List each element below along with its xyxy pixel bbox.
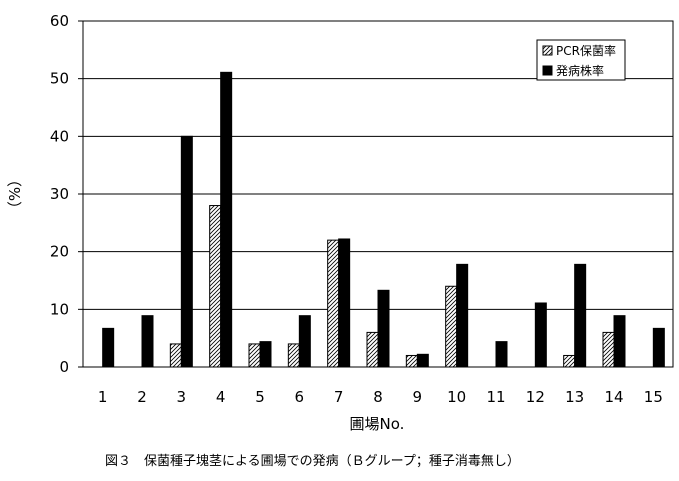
bar-pcr-13: [563, 354, 576, 368]
legend-swatch-pcr: [542, 45, 553, 56]
y-tick-label-60: 60: [50, 12, 69, 30]
x-tick-label-13: 13: [565, 388, 584, 406]
bar-pcr-5: [248, 343, 261, 368]
x-tick-label-7: 7: [334, 388, 344, 406]
bar-disease-15: [652, 327, 665, 368]
x-tick-label-6: 6: [295, 388, 305, 406]
bar-disease-7: [338, 238, 351, 368]
x-tick-labels: 1 2 3 4 5 6 7 8 9 10 11 12 13 14 15: [98, 388, 663, 406]
bars: [102, 71, 665, 368]
bar-disease-10: [456, 263, 469, 368]
bar-disease-1: [102, 327, 115, 368]
bar-disease-11: [495, 341, 508, 368]
y-tick-label-50: 50: [50, 70, 69, 88]
x-tick-label-2: 2: [137, 388, 147, 406]
bar-pcr-8: [366, 331, 379, 368]
bar-disease-9: [416, 353, 429, 368]
x-tick-label-15: 15: [644, 388, 663, 406]
bar-pcr-4: [209, 205, 222, 368]
bar-pcr-7: [327, 239, 340, 368]
legend-label-pcr: PCR保菌率: [556, 43, 616, 58]
y-tick-label-10: 10: [50, 300, 69, 318]
bar-disease-8: [377, 289, 390, 368]
x-tick-label-9: 9: [413, 388, 423, 406]
legend-swatch-disease: [542, 65, 553, 76]
bar-pcr-6: [287, 343, 300, 368]
bar-disease-14: [613, 315, 626, 368]
bar-disease-3: [180, 135, 193, 368]
x-tick-label-8: 8: [373, 388, 383, 406]
y-axis-title: （%）: [6, 172, 24, 216]
x-tick-label-11: 11: [486, 388, 505, 406]
y-tick-label-0: 0: [59, 358, 69, 376]
legend-label-disease: 発病株率: [556, 63, 604, 78]
x-tick-label-4: 4: [216, 388, 226, 406]
y-tick-label-30: 30: [50, 185, 69, 203]
bar-disease-5: [259, 341, 272, 368]
legend: PCR保菌率 発病株率: [536, 39, 626, 81]
bar-pcr-9: [405, 354, 418, 368]
x-tick-label-1: 1: [98, 388, 108, 406]
x-tick-label-5: 5: [255, 388, 265, 406]
bar-disease-4: [220, 71, 233, 368]
y-tick-label-40: 40: [50, 127, 69, 145]
x-tick-label-10: 10: [447, 388, 466, 406]
bar-disease-12: [534, 302, 547, 368]
figure-caption: 図３ 保菌種子塊茎による圃場での発病（Ｂグループ；種子消毒無し）: [105, 453, 520, 469]
bar-pcr-10: [445, 285, 458, 368]
x-tick-label-12: 12: [526, 388, 545, 406]
bar-disease-6: [298, 315, 311, 368]
bar-pcr-3: [169, 343, 182, 368]
x-tick-label-14: 14: [604, 388, 623, 406]
x-tick-label-3: 3: [177, 388, 187, 406]
bar-disease-13: [574, 263, 587, 368]
bar-disease-2: [141, 315, 154, 368]
y-tick-label-20: 20: [50, 243, 69, 261]
x-axis-title: 圃場No.: [350, 415, 405, 433]
bar-pcr-14: [602, 331, 615, 368]
y-tick-labels: 0 10 20 30 40 50 60: [50, 12, 83, 376]
